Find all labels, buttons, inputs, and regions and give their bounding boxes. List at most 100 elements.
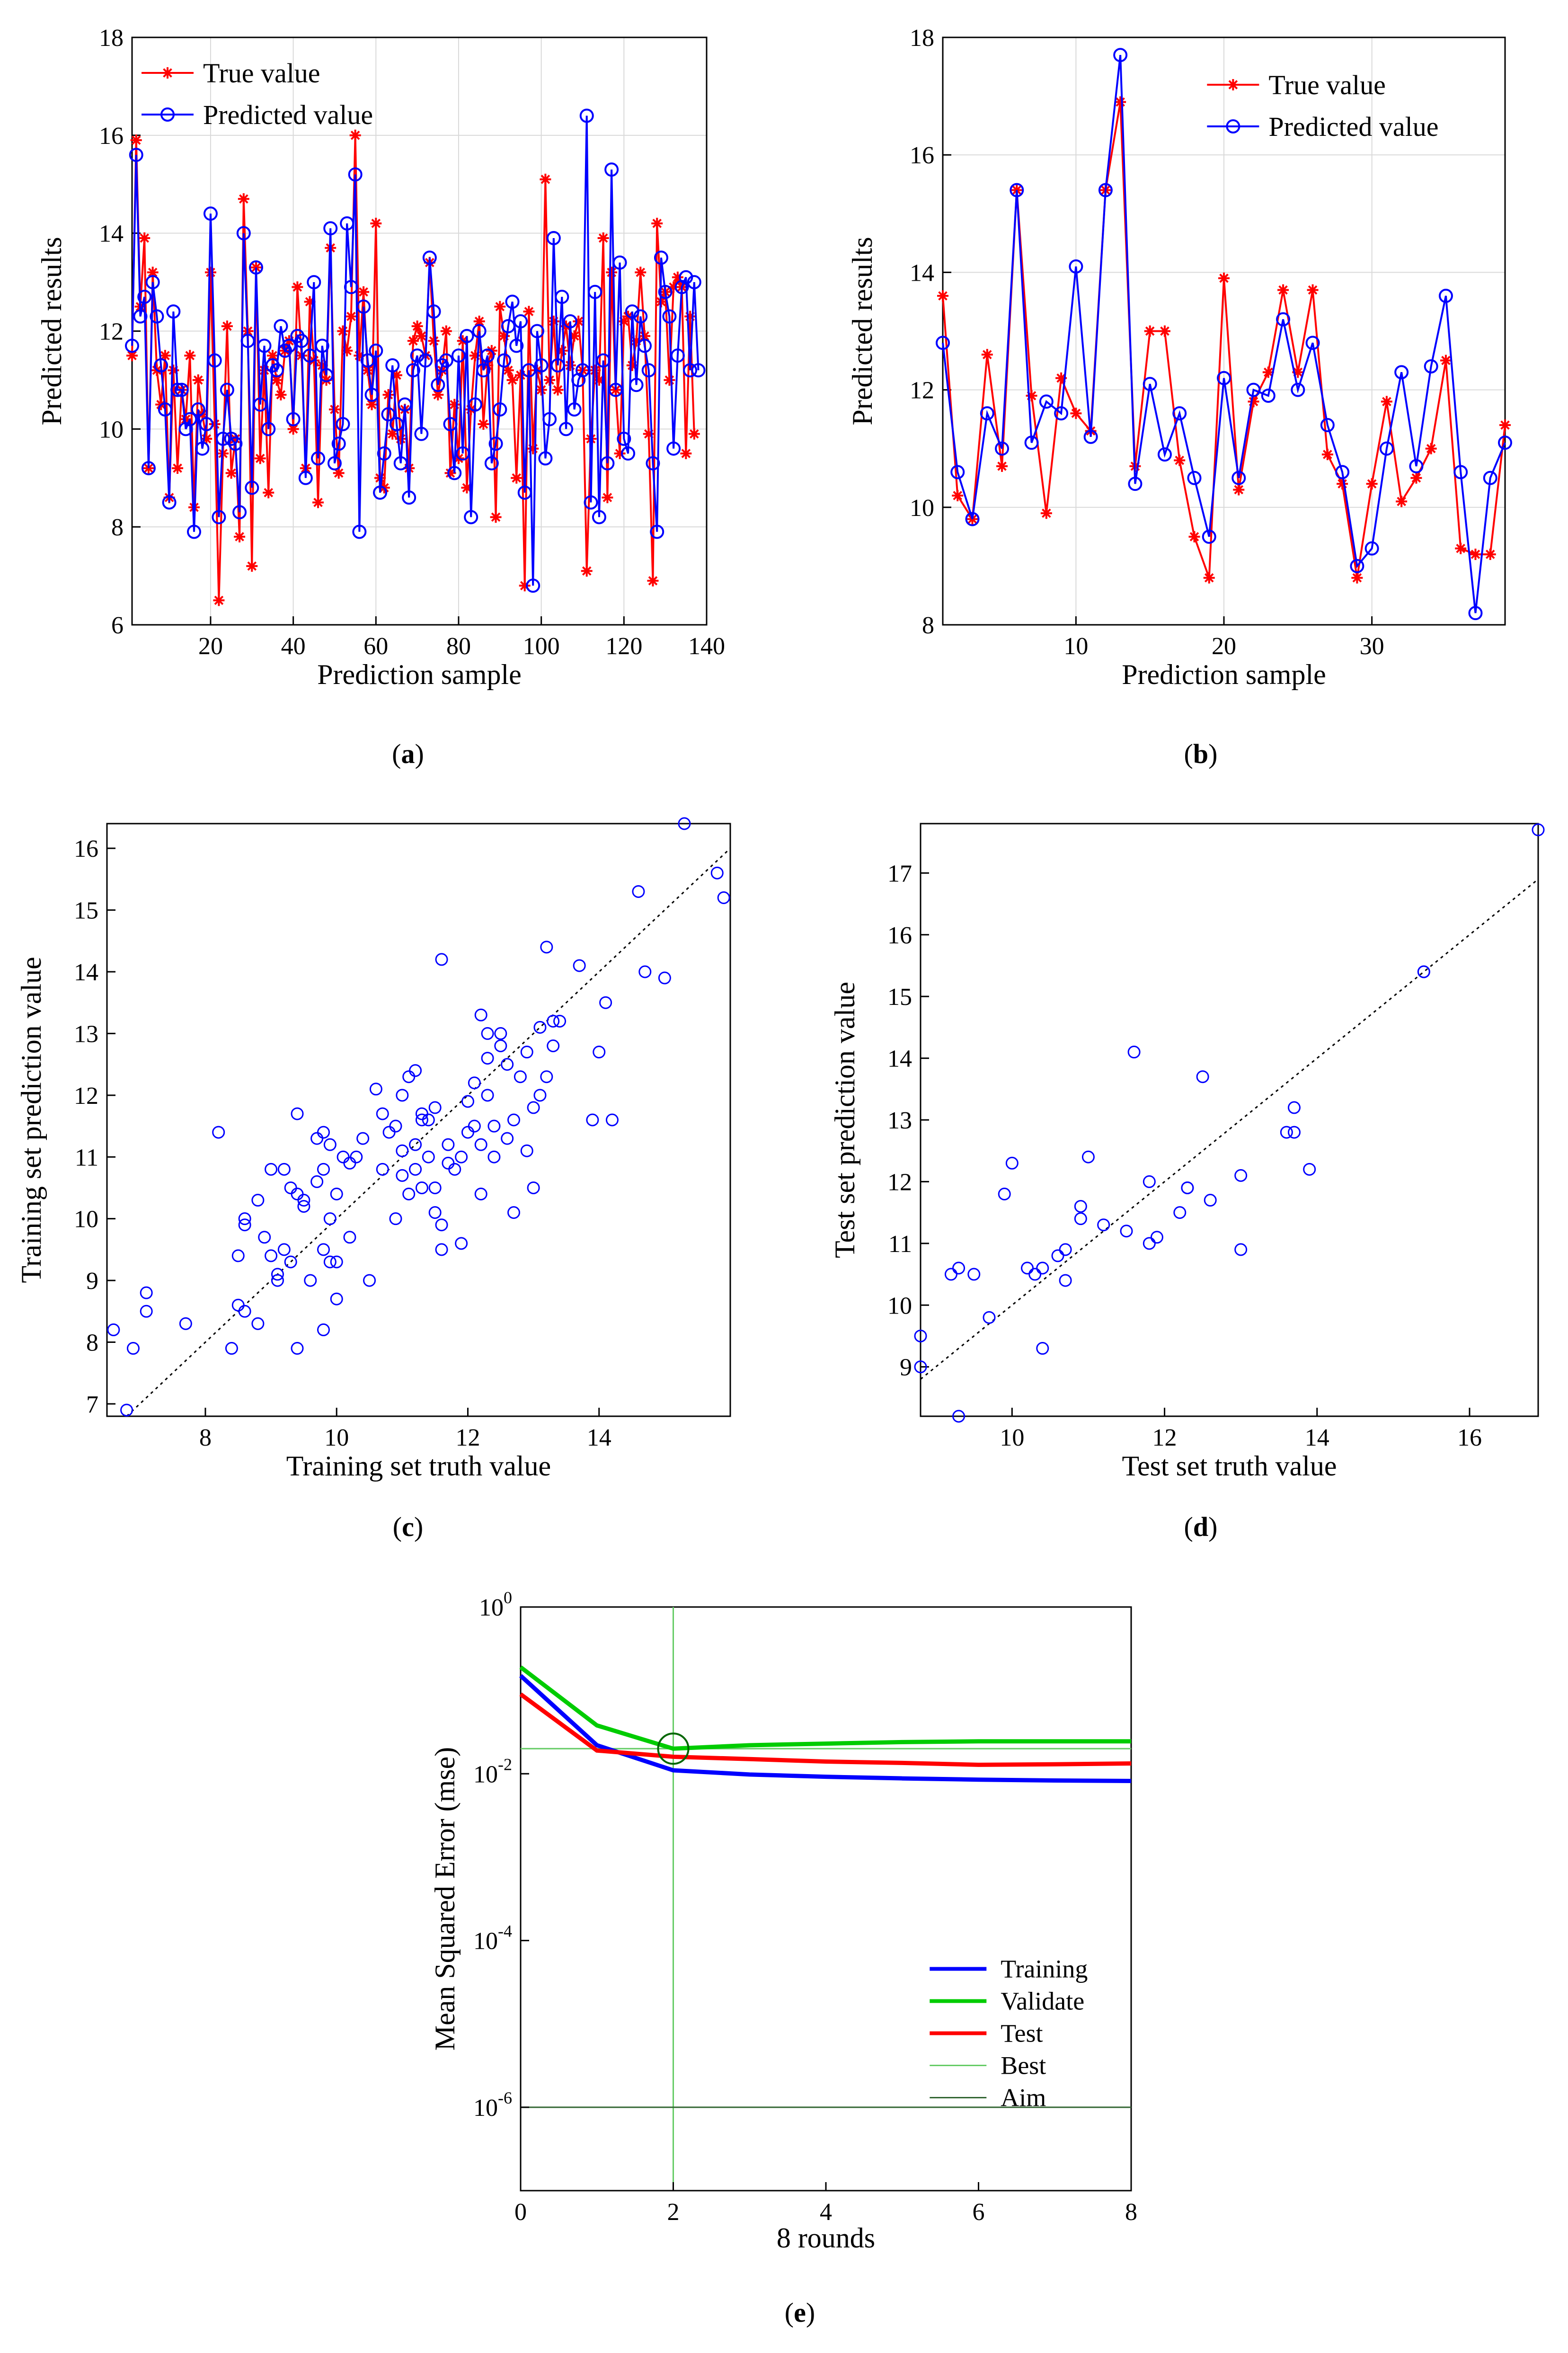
data-point-asterisk-d2 — [652, 219, 662, 228]
data-point-circle — [995, 441, 1010, 456]
data-point-asterisk — [1410, 472, 1422, 484]
data-point-circle — [426, 304, 441, 319]
data-point-asterisk-d2 — [235, 532, 244, 542]
data-point-circle — [472, 324, 487, 338]
data-point-circle — [236, 226, 251, 240]
data-point-asterisk-d2 — [640, 331, 649, 341]
y-tick-exponent: 0 — [504, 1588, 512, 1607]
data-point-asterisk-d2 — [226, 468, 236, 478]
data-point-asterisk-d2 — [367, 400, 377, 409]
data-point-asterisk — [440, 325, 452, 337]
scatter-point — [599, 996, 612, 1009]
scatter-point — [330, 1292, 343, 1305]
reference-line — [920, 879, 1539, 1380]
y-tick-label: 13 — [74, 1021, 98, 1048]
data-point-asterisk-d2 — [206, 267, 215, 277]
scatter-point — [1234, 1169, 1248, 1182]
data-point-asterisk-d2 — [334, 468, 344, 478]
data-point-asterisk-d2 — [346, 311, 356, 321]
data-point-circle — [1409, 459, 1424, 473]
data-point-circle — [501, 319, 515, 334]
data-point-asterisk-d2 — [1485, 550, 1495, 559]
data-point-asterisk-d2 — [503, 365, 513, 375]
data-point-asterisk — [478, 418, 489, 430]
panel-c: 8 10 12 14 7 8 9 10 11 12 13 14 15 16 Training set tru… — [16, 817, 731, 1482]
data-point-asterisk — [225, 467, 237, 479]
data-point-circle — [323, 221, 338, 236]
caption-d: (d) — [1184, 1511, 1218, 1542]
data-point-circle — [286, 412, 301, 426]
scatter-point — [952, 1261, 966, 1275]
data-point-asterisk — [407, 335, 419, 347]
data-point-circle — [360, 353, 375, 368]
x-tick-label: 14 — [1305, 1424, 1329, 1451]
scatter-point — [258, 1231, 271, 1244]
data-point-circle — [662, 309, 677, 324]
scatter-point — [547, 1014, 560, 1028]
data-point-circle — [637, 338, 652, 353]
scatter-point — [455, 1237, 468, 1250]
data-point-circle — [1217, 371, 1231, 385]
data-point-circle — [480, 348, 495, 363]
legend-marker-d2 — [163, 68, 172, 78]
scatter-point — [547, 1039, 560, 1052]
scatter-point — [1417, 965, 1430, 978]
y-tick-label: 12 — [74, 1083, 98, 1110]
y-tick-label: 13 — [887, 1107, 912, 1134]
data-point-asterisk — [432, 389, 444, 400]
y-axis-label: Test set prediction value — [829, 982, 860, 1258]
data-point-asterisk — [333, 467, 345, 479]
data-point-circle — [340, 216, 354, 231]
scatter-point — [238, 1305, 251, 1318]
data-point-circle — [484, 456, 499, 471]
y-tick-label: 16 — [887, 922, 912, 949]
data-point-asterisk-d2 — [148, 267, 158, 277]
data-point-asterisk-d2 — [330, 405, 339, 414]
scatter-point — [514, 1070, 527, 1083]
data-point-circle — [253, 397, 267, 412]
scatter-point — [573, 959, 586, 972]
data-point-asterisk — [1307, 284, 1319, 296]
y-tick-label: 7 — [86, 1391, 98, 1418]
data-point-asterisk — [159, 350, 171, 362]
data-point-circle — [352, 524, 367, 539]
data-point-circle — [170, 382, 185, 397]
scatter-point — [461, 1095, 474, 1108]
data-point-asterisk-d2 — [1175, 455, 1185, 465]
legend-entry: Aim — [1001, 2083, 1046, 2112]
scatter-point — [468, 1076, 481, 1090]
scatter-point — [376, 1107, 389, 1120]
data-point-circle — [1172, 406, 1187, 421]
scatter-point — [120, 1403, 133, 1417]
data-point-asterisk — [1321, 449, 1333, 461]
data-point-circle — [439, 353, 453, 368]
data-point-circle — [604, 162, 619, 177]
y-tick-label: 14 — [74, 959, 98, 986]
data-point-circle — [650, 524, 664, 539]
data-point-circle — [1394, 365, 1409, 380]
data-point-asterisk — [254, 453, 266, 464]
scatter-point — [952, 1410, 966, 1423]
y-axis-label: Predicted results — [36, 237, 67, 425]
data-point-circle — [232, 505, 247, 520]
data-point-asterisk — [506, 374, 518, 386]
scatter-point — [304, 1274, 317, 1287]
legend-entry: Validate — [1001, 1987, 1084, 2015]
x-tick-label: 6 — [973, 2199, 985, 2226]
scatter-point — [212, 1126, 225, 1139]
scatter-point — [140, 1305, 153, 1318]
data-point-asterisk — [204, 266, 216, 278]
data-point-circle — [220, 382, 234, 397]
data-point-circle — [617, 432, 631, 446]
x-tick-label: 120 — [605, 633, 642, 660]
data-point-asterisk-d2 — [140, 233, 150, 243]
data-point-circle — [509, 338, 524, 353]
data-point-circle — [592, 510, 606, 524]
data-point-asterisk — [411, 320, 423, 332]
y-tick-label: 9 — [900, 1354, 912, 1381]
x-tick-label: 0 — [514, 2199, 527, 2226]
data-point-circle — [307, 275, 321, 290]
x-tick-label: 40 — [281, 633, 306, 660]
data-point-asterisk — [981, 349, 993, 361]
x-tick-label: 20 — [1212, 633, 1236, 660]
